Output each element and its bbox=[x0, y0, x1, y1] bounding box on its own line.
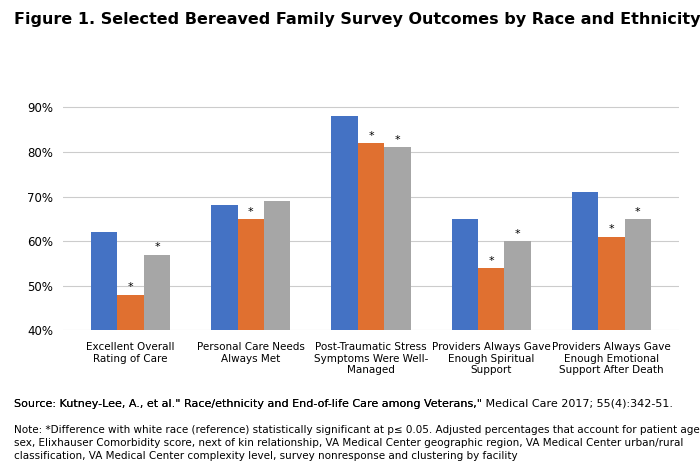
Text: *: * bbox=[395, 135, 400, 145]
Text: *: * bbox=[128, 282, 134, 293]
Bar bbox=[478, 268, 505, 472]
Text: *: * bbox=[368, 131, 374, 141]
Text: *: * bbox=[514, 229, 520, 239]
Text: Figure 1. Selected Bereaved Family Survey Outcomes by Race and Ethnicity: Figure 1. Selected Bereaved Family Surve… bbox=[14, 12, 700, 27]
Bar bbox=[452, 219, 478, 472]
Text: Source: Kutney-Lee, A., et al." Race/ethnicity and End-of-life Care among Vetera: Source: Kutney-Lee, A., et al." Race/eth… bbox=[14, 399, 486, 409]
Bar bbox=[237, 219, 264, 472]
Text: *: * bbox=[608, 225, 614, 235]
Bar bbox=[118, 295, 144, 472]
Text: Source: Kutney-Lee, A., et al." Race/ethnicity and End-of-life Care among Vetera: Source: Kutney-Lee, A., et al." Race/eth… bbox=[14, 399, 486, 409]
Text: Note: *Difference with white race (reference) statistically significant at p≤ 0.: Note: *Difference with white race (refer… bbox=[14, 425, 700, 461]
Bar bbox=[624, 219, 651, 472]
Bar bbox=[505, 241, 531, 472]
Text: Source: Kutney-Lee, A., et al." Race/ethnicity and End-of-life Care among Vetera: Source: Kutney-Lee, A., et al." Race/eth… bbox=[14, 399, 673, 409]
Bar bbox=[331, 116, 358, 472]
Bar bbox=[211, 205, 237, 472]
Text: *: * bbox=[635, 207, 640, 217]
Text: *: * bbox=[154, 242, 160, 253]
Bar bbox=[598, 236, 624, 472]
Bar bbox=[572, 192, 598, 472]
Text: *: * bbox=[248, 207, 253, 217]
Bar bbox=[144, 254, 170, 472]
Bar bbox=[358, 143, 384, 472]
Bar bbox=[264, 201, 290, 472]
Bar bbox=[91, 232, 118, 472]
Text: *: * bbox=[489, 256, 494, 266]
Bar bbox=[384, 147, 411, 472]
